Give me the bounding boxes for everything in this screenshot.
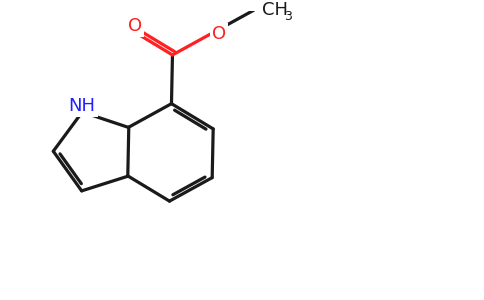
Text: NH: NH [69, 97, 96, 115]
Text: O: O [128, 17, 142, 35]
Text: 3: 3 [284, 10, 292, 23]
Text: O: O [212, 25, 226, 43]
Text: CH: CH [262, 1, 288, 19]
